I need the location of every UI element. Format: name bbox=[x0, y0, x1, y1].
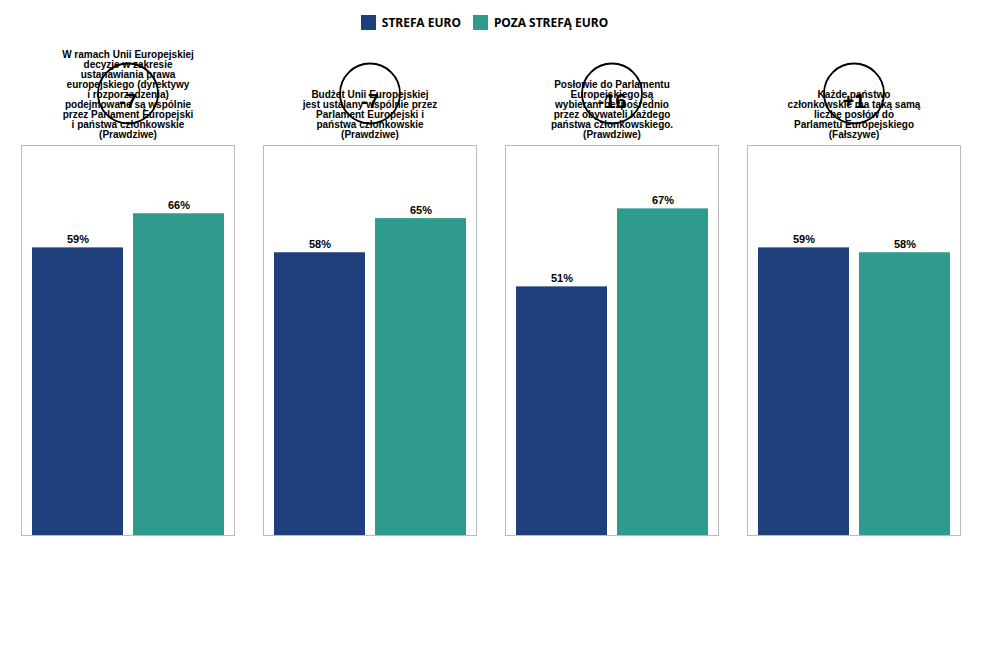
svg-text:58%: 58% bbox=[894, 238, 916, 250]
svg-text:67%: 67% bbox=[652, 194, 674, 206]
html-text:POZA STREFĄ EURO: POZA STREFĄ EURO bbox=[493, 14, 609, 31]
html-text:STREFA EURO: STREFA EURO bbox=[381, 14, 461, 31]
svg-text:Każde państwoczłonkowskie ma t: Każde państwoczłonkowskie ma taką samąli… bbox=[788, 89, 921, 140]
svg-text:59%: 59% bbox=[67, 233, 89, 245]
svg-text:Budżet Unii Europejskiejjest u: Budżet Unii Europejskiejjest ustalany ws… bbox=[302, 89, 437, 140]
svg-text:65%: 65% bbox=[410, 204, 432, 216]
svg-text:58%: 58% bbox=[309, 238, 331, 250]
svg-text:+1: +1 bbox=[843, 90, 866, 112]
svg-text:W ramach Unii Europejskiejdecy: W ramach Unii Europejskiejdecyzje w zakr… bbox=[62, 49, 194, 140]
svg-text:Posłowie do ParlamentuEuropejs: Posłowie do ParlamentuEuropejskiego sąwy… bbox=[551, 79, 673, 140]
svg-text:59%: 59% bbox=[793, 233, 815, 245]
svg-text:-16: -16 bbox=[598, 90, 627, 112]
svg-text:-7: -7 bbox=[119, 90, 137, 112]
svg-text:-7: -7 bbox=[361, 90, 379, 112]
svg-text:51%: 51% bbox=[551, 272, 573, 284]
svg-text:66%: 66% bbox=[168, 199, 190, 211]
